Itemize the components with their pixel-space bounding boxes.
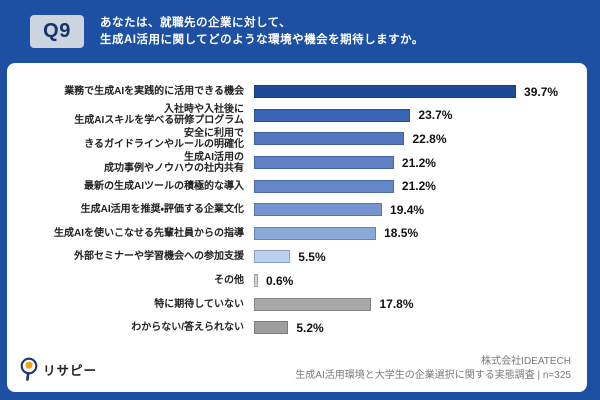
value-label: 21.2% (401, 155, 436, 170)
bar-chart: 業務で生成AIを実践的に活用できる機会 39.7% 入社時や入社後に 生成AIスキル… (7, 63, 587, 340)
category-label: 業務で生成AIを実践的に活用できる機会 (64, 86, 244, 98)
value-label: 18.5% (384, 226, 419, 241)
chart-row: 業務で生成AIを実践的に活用できる機会 39.7% (7, 80, 587, 104)
bar (254, 321, 289, 335)
header: Q9 あなたは、就職先の企業に対して、 生成AI活用に関してどのような環境や機会… (0, 0, 600, 63)
value-label: 0.6% (265, 273, 294, 288)
chart-card: 業務で生成AIを実践的に活用できる機会 39.7% 入社時や入社後に 生成AIスキル… (7, 63, 587, 392)
chart-row: 生成AI活用の 成功事例やノウハウの社内共有 21.2% (7, 151, 587, 175)
bar (254, 274, 258, 288)
value-label: 39.7% (524, 84, 559, 99)
bar (254, 226, 377, 240)
source-survey-desc: 生成AI活用環境と大学生の企業選択に関する実態調査 | n=325 (295, 370, 571, 381)
value-label: 5.2% (296, 320, 324, 335)
bar (254, 297, 372, 311)
chart-row: その他 0.6% (7, 269, 587, 293)
bar (254, 179, 394, 193)
chart-row: 特に期待していない 17.8% (7, 292, 587, 316)
bar (254, 203, 383, 217)
chart-row: 生成AIを使いこなせる先輩社員からの指導 18.5% (7, 222, 587, 246)
chart-row: 最新の生成AIツールの積極的な導入 21.2% (7, 174, 587, 198)
category-label: 入社時や入社後に 生成AIスキルを学べる研修プログラム (74, 104, 244, 127)
question-title-line1: あなたは、就職先の企業に対して、 (100, 17, 292, 29)
source-credit: 株式会社IDEATECH 生成AI活用環境と大学生の企業選択に関する実態調査 |… (295, 355, 571, 383)
chart-row: 安全に利用で きるガイドラインやルールの明確化 22.8% (7, 127, 587, 151)
risapee-logo: リサピー (19, 357, 97, 382)
category-label: わからない/答えられない (131, 322, 244, 334)
logo-text: リサピー (43, 363, 98, 378)
question-title: あなたは、就職先の企業に対して、 生成AI活用に関してどのような環境や機会を期待… (100, 15, 424, 48)
category-label: 特に期待していない (154, 298, 244, 310)
bar (254, 250, 291, 264)
value-label: 21.2% (401, 179, 436, 194)
question-title-line2: 生成AI活用に関してどのような環境や機会を期待しますか。 (100, 33, 424, 46)
magnifier-logo-icon (20, 357, 38, 381)
value-label: 23.7% (418, 108, 453, 123)
value-label: 5.5% (298, 249, 326, 264)
chart-row: 生成AI活用を推奨・評価する企業文化 19.4% (7, 198, 587, 222)
value-label: 22.8% (412, 131, 447, 146)
category-label: 安全に利用で きるガイドラインやルールの明確化 (84, 127, 244, 150)
category-label: 外部セミナーや学習機会への参加支援 (74, 251, 244, 263)
chart-row: 入社時や入社後に 生成AIスキルを学べる研修プログラム 23.7% (7, 104, 587, 128)
value-label: 17.8% (379, 297, 414, 312)
source-company: 株式会社IDEATECH (481, 356, 571, 367)
chart-row: わからない/答えられない 5.2% (7, 316, 587, 340)
bar (254, 108, 411, 122)
bar (254, 85, 517, 99)
footer: リサピー 株式会社IDEATECH 生成AI活用環境と大学生の企業選択に関する実… (19, 355, 571, 383)
category-label: 生成AI活用を推奨・評価する企業文化 (80, 204, 244, 216)
question-number-badge: Q9 (30, 15, 84, 48)
category-label: その他 (214, 275, 244, 287)
value-label: 19.4% (390, 202, 425, 217)
bar (254, 156, 394, 170)
chart-row: 外部セミナーや学習機会への参加支援 5.5% (7, 245, 587, 269)
category-label: 最新の生成AIツールの積極的な導入 (84, 180, 244, 192)
bar (254, 132, 405, 146)
category-label: 生成AI活用の 成功事例やノウハウの社内共有 (104, 151, 244, 174)
category-label: 生成AIを使いこなせる先輩社員からの指導 (54, 227, 244, 239)
